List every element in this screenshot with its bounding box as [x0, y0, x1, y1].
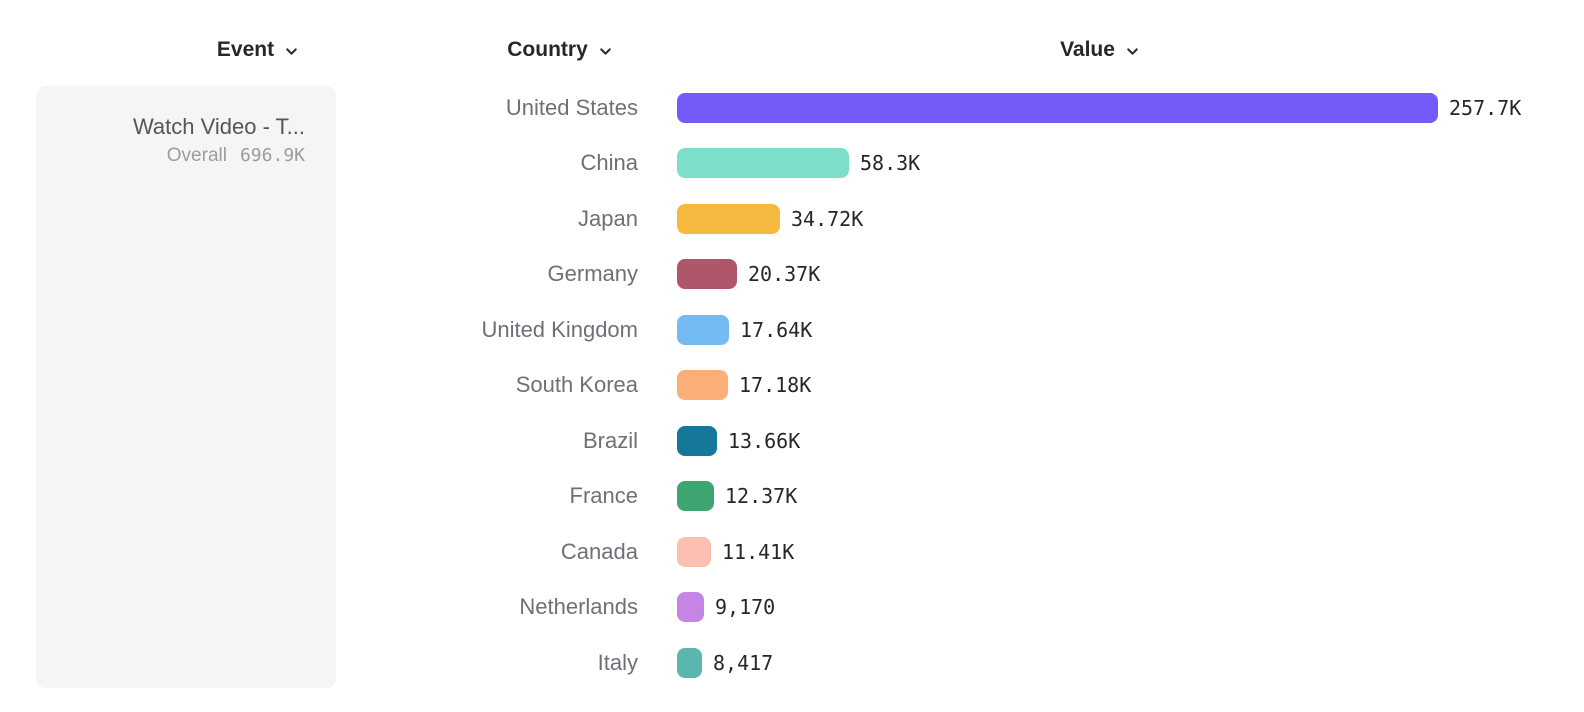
table-row: United States 257.7K: [0, 80, 1584, 136]
column-header-value[interactable]: Value: [1000, 34, 1200, 66]
bar-and-value: 17.18K: [677, 370, 812, 401]
country-label: Japan: [578, 205, 638, 231]
country-label: South Korea: [515, 372, 638, 398]
value-label: 17.64K: [740, 317, 813, 342]
value-bar[interactable]: [677, 314, 729, 345]
country-label: United Kingdom: [481, 316, 638, 342]
value-label: 20.37K: [748, 262, 821, 287]
value-bar[interactable]: [677, 92, 1438, 123]
value-label: 11.41K: [722, 539, 795, 564]
country-label: Germany: [547, 261, 638, 287]
column-header-country[interactable]: Country: [460, 34, 660, 66]
value-bar[interactable]: [677, 592, 704, 623]
country-label: Canada: [560, 538, 638, 564]
country-label: Netherlands: [519, 594, 638, 620]
column-header-country-label: Country: [507, 38, 588, 61]
table-row: South Korea 17.18K: [0, 358, 1584, 414]
column-header-value-label: Value: [1060, 38, 1115, 61]
table-row: China 58.3K: [0, 136, 1584, 192]
table-row: Japan 34.72K: [0, 191, 1584, 247]
chevron-down-icon: [1125, 44, 1140, 59]
bar-and-value: 20.37K: [677, 259, 821, 290]
value-bar[interactable]: [677, 536, 711, 567]
bar-and-value: 13.66K: [677, 425, 801, 456]
table-row: Netherlands 9,170: [0, 580, 1584, 636]
event-card[interactable]: Watch Video - T... Overall 696.9K: [36, 86, 336, 688]
value-bar[interactable]: [677, 148, 849, 179]
value-bar[interactable]: [677, 647, 702, 678]
country-label: France: [569, 483, 638, 509]
table-row: France 12.37K: [0, 469, 1584, 525]
value-label: 13.66K: [728, 428, 801, 453]
bar-and-value: 58.3K: [677, 148, 921, 179]
value-label: 58.3K: [860, 151, 921, 176]
table-row: Germany 20.37K: [0, 247, 1584, 303]
overall-label: Overall: [166, 144, 227, 166]
bar-and-value: 9,170: [677, 592, 776, 623]
overall-value: 696.9K: [239, 144, 305, 166]
value-label: 9,170: [715, 595, 776, 620]
country-label: United States: [505, 94, 638, 120]
value-bar[interactable]: [677, 481, 714, 512]
value-bar[interactable]: [677, 203, 780, 234]
bar-and-value: 12.37K: [677, 481, 798, 512]
chevron-down-icon: [284, 44, 299, 59]
table-row: Italy 8,417: [0, 635, 1584, 691]
country-label: Italy: [597, 649, 638, 675]
column-header-event[interactable]: Event: [158, 34, 358, 66]
value-label: 34.72K: [791, 206, 864, 231]
country-label: China: [580, 150, 638, 176]
column-header-event-label: Event: [216, 38, 275, 61]
chevron-down-icon: [598, 44, 613, 59]
table-row: Canada 11.41K: [0, 524, 1584, 580]
bar-and-value: 257.7K: [677, 92, 1522, 123]
table-row: Brazil 13.66K: [0, 413, 1584, 469]
bar-and-value: 11.41K: [677, 536, 795, 567]
bar-and-value: 34.72K: [677, 203, 864, 234]
value-label: 8,417: [713, 650, 774, 675]
value-label: 17.18K: [739, 373, 812, 398]
value-label: 257.7K: [1449, 95, 1522, 120]
value-label: 12.37K: [725, 484, 798, 509]
bar-and-value: 8,417: [677, 647, 774, 678]
bar-and-value: 17.64K: [677, 314, 813, 345]
value-bar[interactable]: [677, 259, 737, 290]
table-row: United Kingdom 17.64K: [0, 302, 1584, 358]
value-bar[interactable]: [677, 370, 728, 401]
bar-chart: United States 257.7K China 58.3K Japan 34.72K…: [0, 80, 1584, 691]
event-overall: Overall 696.9K: [56, 145, 305, 167]
value-bar[interactable]: [677, 425, 717, 456]
country-label: Brazil: [582, 427, 638, 453]
event-title: Watch Video - T...: [132, 114, 305, 139]
